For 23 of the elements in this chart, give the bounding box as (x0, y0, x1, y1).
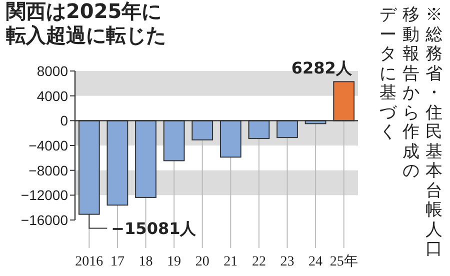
y-tick-label: 0 (60, 112, 68, 129)
y-tick-label: −8000 (28, 162, 68, 178)
x-tick-label: 25年 (330, 254, 358, 270)
y-tick-label: 4000 (36, 88, 68, 104)
x-tick-label: 2016 (75, 254, 104, 270)
chart-title: 関西は2025年に転入超過に転じた (6, 0, 166, 47)
x-tick-label: 24 (308, 254, 323, 270)
y-tick-label: −12000 (20, 187, 68, 204)
text: ※総務省・住民基本台帳人口 (426, 5, 442, 259)
y-tick-label: −4000 (28, 138, 68, 154)
x-tick-label: 17 (110, 254, 124, 270)
x-tick-label: 23 (280, 254, 294, 270)
x-tick-label: 20 (195, 254, 210, 270)
x-tick-label: 19 (167, 254, 182, 270)
annotation: −15081人 (111, 218, 198, 238)
text: データに基づく (379, 5, 397, 142)
x-tick-label: 18 (138, 254, 153, 270)
x-tick-label: 21 (224, 254, 238, 270)
text: 移動報告から作成の (402, 5, 420, 181)
y-tick-label: 8000 (36, 63, 68, 79)
annotation: 6282人 (291, 58, 353, 78)
y-tick-label: −16000 (20, 212, 68, 228)
x-tick-label: 22 (252, 254, 266, 270)
